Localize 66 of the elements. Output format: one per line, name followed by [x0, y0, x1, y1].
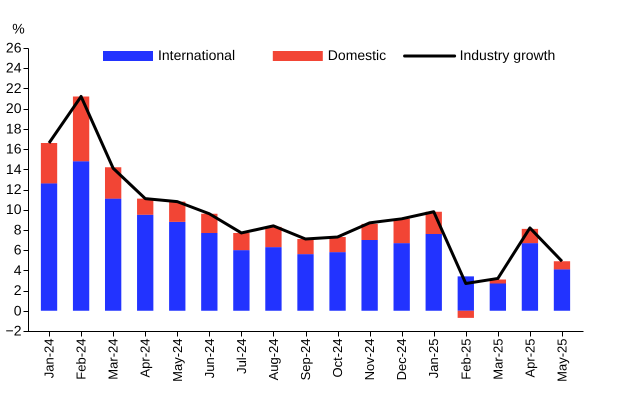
bar — [522, 243, 538, 311]
bar — [361, 224, 378, 240]
x-tick-label: Jul-24 — [234, 338, 249, 374]
bar — [426, 234, 442, 311]
bar — [233, 250, 250, 311]
bar — [554, 269, 570, 311]
y-tick-label: 18 — [6, 120, 22, 136]
y-tick-label: 8 — [14, 221, 22, 238]
bar — [265, 247, 282, 311]
bar — [201, 232, 218, 311]
y-tick-label: 6 — [14, 242, 22, 258]
x-tick-label: Aug-24 — [266, 338, 281, 380]
y-tick-label: 14 — [6, 160, 22, 177]
y-tick-label: −2 — [6, 322, 22, 338]
bar — [233, 232, 250, 250]
bar — [490, 283, 506, 311]
x-tick-label: Jan-24 — [42, 338, 57, 378]
legend-label: International — [158, 47, 236, 63]
bar — [394, 218, 410, 244]
x-tick-label: Jan-25 — [426, 338, 442, 378]
y-tick-label: 26 — [6, 40, 22, 56]
y-tick-label: 10 — [6, 201, 22, 218]
bar — [169, 222, 186, 311]
y-tick-label: 2 — [14, 282, 22, 298]
y-tick-label: 4 — [14, 262, 22, 278]
x-tick-label: Oct-24 — [330, 338, 346, 378]
bar — [458, 276, 474, 311]
bar — [554, 261, 570, 270]
bar — [104, 167, 122, 199]
x-tick-label: Mar-25 — [490, 338, 506, 380]
legend-label: Domestic — [328, 47, 386, 63]
bar — [329, 237, 346, 252]
x-tick-label: Feb-24 — [74, 338, 89, 380]
bar — [40, 183, 58, 311]
y-tick-label: 22 — [6, 80, 22, 96]
bar — [137, 214, 154, 311]
bar — [104, 198, 122, 311]
bar — [329, 252, 346, 311]
x-tick-label: Mar-24 — [106, 338, 121, 380]
x-tick-label: Feb-25 — [458, 338, 474, 380]
x-tick-label: Apr-25 — [522, 338, 538, 378]
y-tick-label: 16 — [6, 140, 22, 157]
x-tick-label: Jun-24 — [202, 338, 217, 378]
bar — [201, 214, 218, 233]
bar — [40, 143, 58, 184]
y-tick-label: 24 — [6, 60, 22, 76]
bar — [72, 161, 90, 311]
y-axis-title: % — [12, 20, 25, 36]
bar — [458, 310, 474, 318]
y-tick-label: 20 — [6, 100, 22, 116]
bar — [72, 96, 90, 162]
y-tick-label: 0 — [14, 302, 22, 318]
line-series — [48, 95, 564, 285]
x-tick-label: Nov-24 — [362, 338, 378, 380]
bar — [394, 243, 410, 311]
x-tick-label: Sep-24 — [298, 338, 313, 380]
bar — [297, 239, 314, 254]
x-tick-label: Dec-24 — [394, 338, 410, 380]
y-tick-label: 12 — [6, 181, 22, 197]
x-tick-label: May-24 — [170, 338, 185, 382]
legend-label: Industry growth — [460, 47, 556, 63]
x-tick-label: May-25 — [554, 338, 570, 382]
bar — [297, 254, 314, 311]
bar — [137, 198, 154, 215]
x-tick-label: Apr-24 — [138, 338, 153, 378]
bar — [361, 240, 378, 311]
